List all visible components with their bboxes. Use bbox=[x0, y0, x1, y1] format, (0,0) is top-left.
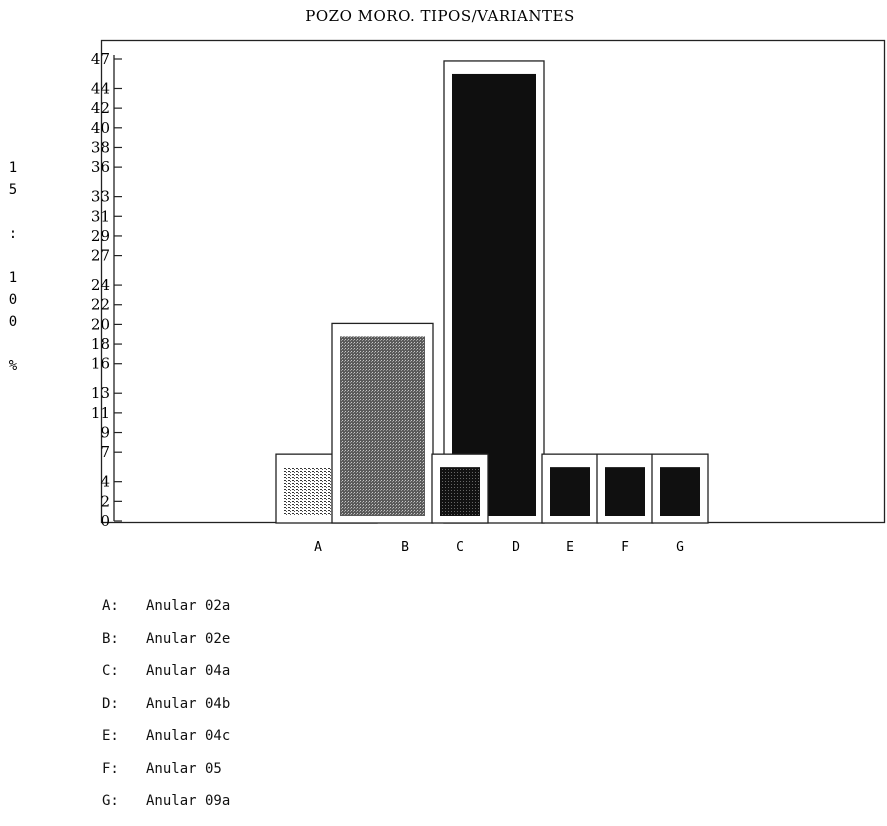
y-tick-label: 18 bbox=[91, 335, 110, 353]
legend-label: Anular 04c bbox=[146, 728, 231, 744]
legend-key: A: bbox=[102, 598, 119, 614]
y-tick-label: 16 bbox=[91, 355, 110, 373]
y-tick-label: 33 bbox=[91, 188, 110, 206]
y-tick-label: 7 bbox=[100, 443, 110, 461]
y-tick-label: 20 bbox=[91, 315, 110, 333]
bar-e bbox=[550, 467, 590, 516]
y-tick-label: 38 bbox=[91, 138, 110, 156]
x-tick-label: A bbox=[314, 540, 322, 555]
x-tick-label: B bbox=[401, 540, 409, 555]
x-tick-label: D bbox=[512, 540, 520, 555]
bars bbox=[275, 60, 709, 524]
bar-c bbox=[440, 467, 480, 516]
y-tick-label: 4 bbox=[100, 473, 110, 491]
legend-key: G: bbox=[102, 793, 119, 809]
legend-item: C: Anular 04a bbox=[102, 663, 230, 696]
y-tick-label: 31 bbox=[91, 207, 110, 225]
bar-f bbox=[605, 467, 645, 516]
y-tick-label: 24 bbox=[91, 276, 110, 294]
x-tick-label: C bbox=[456, 540, 464, 555]
y-axis-label: 1 5: 1 0 0% bbox=[9, 160, 18, 374]
legend-key: D: bbox=[102, 695, 119, 712]
bar-d bbox=[452, 73, 536, 516]
y-axis-label-char: 5 bbox=[9, 182, 17, 198]
legend-label: Anular 02e bbox=[146, 630, 231, 647]
legend-key: C: bbox=[102, 663, 119, 679]
y-tick-label: 40 bbox=[91, 119, 110, 137]
legend-item: E: Anular 04c bbox=[102, 728, 230, 761]
y-tick-label: 29 bbox=[91, 227, 110, 245]
legend-label: Anular 05 bbox=[146, 760, 222, 777]
legend-key: F: bbox=[102, 760, 119, 777]
y-axis-label-char: 1 bbox=[9, 160, 17, 176]
y-tick-label: 36 bbox=[91, 158, 110, 176]
bar-g bbox=[660, 467, 700, 516]
legend-label: Anular 04b bbox=[146, 695, 231, 712]
legend-item: D: Anular 04b bbox=[102, 696, 230, 729]
legend-label: Anular 02a bbox=[146, 598, 231, 614]
y-tick-label: 42 bbox=[91, 99, 110, 117]
legend: A: Anular 02a B: Anular 02e C: Anular 04a D: An… bbox=[102, 598, 230, 826]
y-axis-label-char: 1 bbox=[9, 270, 17, 286]
legend-label: Anular 09a bbox=[146, 793, 231, 809]
y-axis-label-char: 0 bbox=[9, 314, 17, 330]
legend-key: B: bbox=[102, 630, 119, 647]
y-tick-label: 9 bbox=[100, 424, 110, 442]
chart-title: POZO MORO. TIPOS/VARIANTES bbox=[305, 7, 575, 25]
y-tick-label: 44 bbox=[91, 79, 110, 97]
y-tick-label: 13 bbox=[91, 384, 110, 402]
legend-item: F: Anular 05 bbox=[102, 761, 230, 794]
y-tick-label: 22 bbox=[91, 296, 110, 314]
x-tick-label: F bbox=[621, 540, 629, 555]
y-tick-label: 47 bbox=[91, 50, 110, 68]
x-axis-labels: A B C D E F G bbox=[314, 540, 684, 555]
y-axis-label-char: % bbox=[9, 358, 18, 374]
bar-b bbox=[340, 336, 425, 516]
y-tick-label: 2 bbox=[100, 492, 110, 510]
legend-label: Anular 04a bbox=[146, 663, 231, 679]
y-tick-label: 11 bbox=[91, 404, 110, 422]
legend-item: G: Anular 09a bbox=[102, 793, 230, 826]
legend-key: E: bbox=[102, 728, 119, 744]
x-tick-label: E bbox=[566, 540, 574, 555]
bar-chart: POZO MORO. TIPOS/VARIANTES 0247911131618… bbox=[9, 7, 886, 555]
legend-item: A: Anular 02a bbox=[102, 598, 230, 631]
y-axis-label-char: : bbox=[9, 226, 17, 242]
y-axis-label-char: 0 bbox=[9, 292, 17, 308]
y-tick-label: 0 bbox=[100, 512, 110, 530]
legend-item: B: Anular 02e bbox=[102, 631, 230, 664]
y-tick-label: 27 bbox=[91, 247, 110, 265]
x-tick-label: G bbox=[676, 540, 684, 555]
